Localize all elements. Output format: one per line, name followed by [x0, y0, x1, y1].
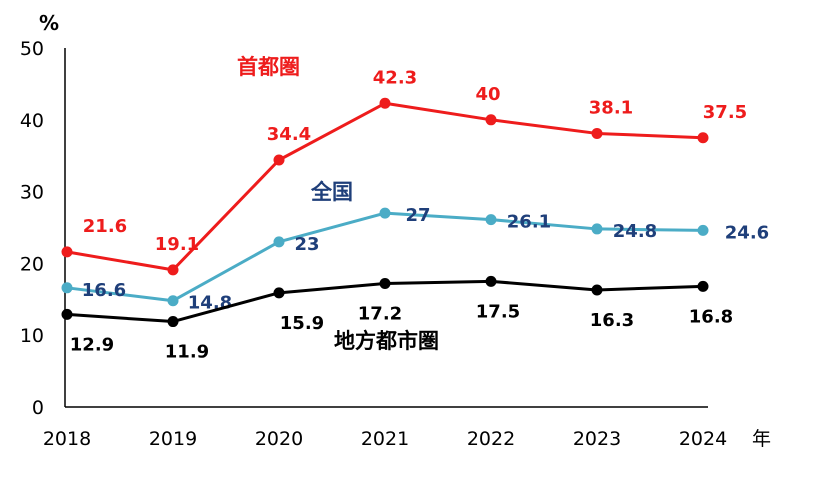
x-axis: 年 2018 2019 2020 2021 2022 2023 2024: [43, 406, 771, 450]
data-label-zenkoku: 23: [294, 234, 319, 255]
x-tick-label: 2023: [573, 428, 621, 450]
data-label-shutoken: 40: [475, 84, 500, 105]
data-label-shutoken: 42.3: [373, 67, 417, 88]
data-label-shutoken: 38.1: [589, 97, 633, 118]
y-tick-label: 40: [20, 110, 44, 132]
series-name-label-chiho: 地方都市圏: [334, 329, 439, 353]
x-tick-label: 2024: [679, 428, 727, 450]
data-label-zenkoku: 26.1: [507, 212, 551, 233]
x-tick-label: 2021: [361, 428, 409, 450]
data-point-chiho: [591, 284, 603, 296]
data-point-chiho: [697, 280, 709, 292]
x-tick-label: 2020: [255, 428, 303, 450]
y-tick-label: 0: [32, 397, 44, 419]
data-label-chiho: 16.8: [689, 306, 733, 327]
data-point-shutoken: [61, 246, 73, 258]
data-point-zenkoku: [273, 236, 285, 248]
data-point-zenkoku: [485, 214, 497, 226]
y-tick-labels: 0 10 20 30 40 50: [20, 38, 44, 419]
data-label-chiho: 12.9: [70, 334, 114, 355]
data-label-chiho: 16.3: [590, 310, 634, 331]
y-tick-label: 50: [20, 38, 44, 60]
data-label-shutoken: 34.4: [267, 124, 311, 145]
data-label-zenkoku: 24.6: [725, 222, 769, 243]
data-label-chiho: 17.2: [358, 304, 402, 325]
y-tick-label: 30: [20, 182, 44, 204]
data-point-chiho: [61, 308, 73, 320]
y-axis: % 0 10 20 30 40 50: [20, 11, 66, 419]
data-label-zenkoku: 16.6: [82, 280, 126, 301]
data-point-chiho: [485, 275, 497, 287]
data-label-chiho: 11.9: [165, 342, 209, 363]
data-label-chiho: 15.9: [280, 313, 324, 334]
data-point-shutoken: [591, 127, 603, 139]
data-point-chiho: [273, 287, 285, 299]
x-tick-label: 2018: [43, 428, 91, 450]
y-axis-unit-label: %: [39, 11, 59, 35]
series-name-labels: 首都圏 全国 地方都市圏: [237, 55, 439, 353]
data-label-chiho: 17.5: [476, 301, 520, 322]
series-shutoken: 21.6 19.1 34.4 42.3 40 38.1 37.5: [61, 67, 747, 276]
series-name-label-shutoken: 首都圏: [237, 55, 300, 79]
data-point-chiho: [379, 278, 391, 290]
data-point-zenkoku: [697, 224, 709, 236]
data-point-shutoken: [697, 132, 709, 144]
x-axis-unit-label: 年: [752, 428, 771, 450]
x-tick-labels: 2018 2019 2020 2021 2022 2023 2024: [43, 428, 727, 450]
data-label-shutoken: 19.1: [155, 234, 199, 255]
x-tick-label: 2019: [149, 428, 197, 450]
data-label-zenkoku: 24.8: [613, 221, 657, 242]
data-label-shutoken: 21.6: [83, 216, 127, 237]
x-tick-label: 2022: [467, 428, 515, 450]
data-point-zenkoku: [61, 282, 73, 294]
data-point-shutoken: [273, 154, 285, 166]
data-point-shutoken: [485, 114, 497, 126]
data-label-zenkoku: 27: [405, 205, 430, 226]
data-point-shutoken: [167, 264, 179, 276]
data-point-zenkoku: [591, 223, 603, 235]
series-chiho: 12.9 11.9 15.9 17.2 17.5 16.3 16.8: [61, 275, 733, 363]
y-tick-label: 20: [20, 253, 44, 275]
y-tick-label: 10: [20, 325, 44, 347]
data-label-shutoken: 37.5: [703, 102, 747, 123]
series-name-label-zenkoku: 全国: [310, 180, 353, 204]
data-point-shutoken: [379, 97, 391, 109]
data-point-zenkoku: [167, 295, 179, 307]
data-point-chiho: [167, 316, 179, 328]
data-point-zenkoku: [379, 207, 391, 219]
